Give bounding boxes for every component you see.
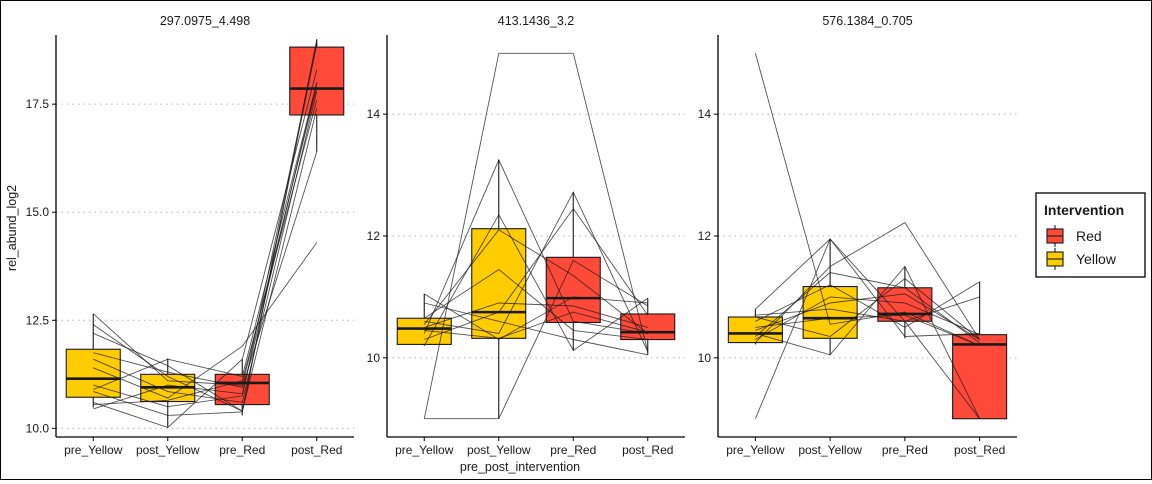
subject-line bbox=[424, 311, 648, 339]
legend-item-red: Red bbox=[1046, 225, 1102, 247]
panel-title: 576.1384_0.705 bbox=[822, 14, 912, 28]
subject-line bbox=[424, 207, 649, 340]
subject-line bbox=[424, 302, 648, 328]
subject-line bbox=[92, 86, 318, 386]
panel-2: 413.1436_3.2 10 12 14 pre_Yellow post_Yellow p… bbox=[367, 14, 685, 457]
x-tick-label: post_Red bbox=[291, 443, 342, 457]
panel-title: 297.0975_4.498 bbox=[160, 14, 250, 28]
box-iqr bbox=[65, 348, 121, 398]
subject-line bbox=[93, 108, 318, 412]
box-post_Red bbox=[620, 298, 676, 355]
subject-line bbox=[93, 43, 318, 412]
legend-label: Yellow bbox=[1076, 251, 1117, 267]
y-axis-label: rel_abund_log2 bbox=[5, 185, 19, 271]
subject-line bbox=[424, 293, 648, 341]
box-iqr bbox=[952, 334, 1008, 420]
subject-line bbox=[423, 158, 648, 334]
box-post_Yellow bbox=[471, 159, 527, 419]
x-tick-label: pre_Red bbox=[219, 443, 265, 457]
subject-line bbox=[755, 238, 980, 419]
y-tick-label: 12 bbox=[367, 229, 381, 243]
box-post_Red bbox=[952, 281, 1008, 420]
subject-line bbox=[755, 265, 981, 419]
subject-line bbox=[93, 82, 318, 410]
y-tick-label: 10.0 bbox=[26, 421, 50, 435]
subject-line bbox=[755, 281, 980, 328]
box-pre_Red bbox=[545, 192, 601, 351]
x-tick-label: pre_Red bbox=[882, 443, 928, 457]
y-tick-label: 17.5 bbox=[26, 97, 50, 111]
panel-3: 576.1384_0.705 10 12 14 pre_Yellow post_Yello… bbox=[698, 14, 1017, 457]
x-tick-label: post_Yellow bbox=[136, 443, 200, 457]
legend: Intervention Red Yellow bbox=[1035, 192, 1146, 278]
subject-line bbox=[93, 43, 318, 408]
y-tick-label: 12 bbox=[698, 229, 712, 243]
box-pre_Yellow bbox=[65, 313, 121, 408]
y-tick-label: 14 bbox=[698, 107, 712, 121]
x-tick-label: post_Red bbox=[622, 443, 673, 457]
subject-line bbox=[423, 213, 649, 352]
subject-line bbox=[755, 272, 980, 343]
subject-line bbox=[755, 296, 980, 322]
subject-line bbox=[93, 99, 318, 406]
x-tick-label: post_Yellow bbox=[798, 443, 862, 457]
subject-line bbox=[755, 314, 980, 347]
subject-line bbox=[424, 259, 649, 420]
subject-line bbox=[93, 151, 318, 388]
x-tick-label: post_Yellow bbox=[467, 443, 531, 457]
box-iqr bbox=[620, 313, 676, 341]
subject-line bbox=[424, 302, 648, 356]
box-iqr bbox=[289, 46, 345, 116]
subject-line bbox=[423, 229, 649, 334]
subject-line bbox=[754, 53, 980, 347]
panel-1: 297.0975_4.498 10.0 12.5 15.0 17.5 pre_Yellow… bbox=[26, 14, 354, 457]
subject-line bbox=[93, 242, 318, 399]
subject-line bbox=[423, 52, 649, 419]
x-tick-label: post_Red bbox=[954, 443, 1005, 457]
subject-line bbox=[755, 293, 980, 340]
y-tick-label: 12.5 bbox=[26, 313, 50, 327]
subject-line bbox=[424, 191, 649, 352]
x-tick-label: pre_Yellow bbox=[395, 443, 454, 457]
panel-title: 413.1436_3.2 bbox=[498, 14, 575, 28]
x-axis-label: pre_post_intervention bbox=[460, 460, 580, 474]
box-pre_Yellow bbox=[396, 293, 452, 346]
box-iqr bbox=[471, 228, 527, 339]
box-post_Yellow bbox=[140, 358, 196, 428]
subject-line bbox=[93, 91, 318, 403]
subject-line bbox=[755, 221, 980, 343]
subject-line bbox=[93, 82, 318, 390]
y-tick-label: 14 bbox=[367, 107, 381, 121]
subject-line bbox=[755, 296, 980, 340]
y-tick-label: 15.0 bbox=[26, 205, 50, 219]
x-tick-label: pre_Yellow bbox=[726, 443, 785, 457]
legend-label: Red bbox=[1076, 228, 1102, 244]
legend-title: Intervention bbox=[1044, 202, 1124, 218]
x-tick-label: pre_Yellow bbox=[64, 443, 123, 457]
subject-line bbox=[754, 238, 980, 419]
box-iqr bbox=[396, 317, 452, 345]
subject-line bbox=[424, 268, 648, 340]
x-tick-label: pre_Red bbox=[550, 443, 596, 457]
y-tick-label: 10 bbox=[698, 351, 712, 365]
y-tick-label: 10 bbox=[367, 351, 381, 365]
legend-item-yellow: Yellow bbox=[1046, 248, 1117, 270]
box-post_Red bbox=[289, 39, 345, 152]
